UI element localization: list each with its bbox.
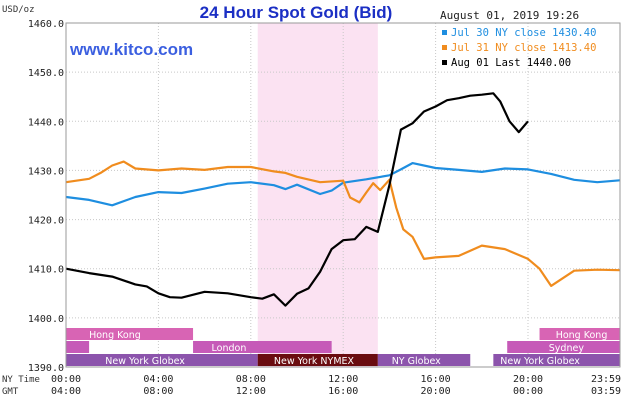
market-session-label: New York Globex xyxy=(500,356,580,367)
market-session-bar xyxy=(507,341,620,353)
series-lines xyxy=(65,92,620,307)
y-tick-label: 1420.0 xyxy=(28,216,64,227)
market-session-label: New York NYMEX xyxy=(274,356,355,367)
y-axis-unit: USD/oz xyxy=(2,5,35,15)
timestamp-label: August 01, 2019 19:26 xyxy=(440,9,579,22)
x-tick-label-ny: 23:59 xyxy=(591,374,621,385)
market-session-label: Sydney xyxy=(549,343,585,354)
x-tick-label-ny: 20:00 xyxy=(513,374,543,385)
x-axis-row-label-gmt: GMT xyxy=(2,387,19,397)
y-tick-label: 1460.0 xyxy=(28,19,64,30)
x-tick-label-gmt: 16:00 xyxy=(328,386,358,397)
y-tick-label: 1400.0 xyxy=(28,314,64,325)
x-tick-label-ny: 00:00 xyxy=(51,374,81,385)
market-session-bar xyxy=(66,354,258,366)
plot-frame xyxy=(65,22,621,368)
series-line-1 xyxy=(65,160,620,287)
market-session-bar xyxy=(193,341,332,353)
legend-swatch xyxy=(442,45,447,50)
chart-title: 24 Hour Spot Gold (Bid) xyxy=(200,3,393,22)
legend-entry: Jul 31 NY close 1413.40 xyxy=(451,42,596,54)
x-tick-label-ny: 08:00 xyxy=(236,374,266,385)
market-session-bar xyxy=(377,354,471,366)
x-tick-label-ny: 16:00 xyxy=(421,374,451,385)
nymex-session-highlight xyxy=(257,23,378,367)
legend-entry: Jul 30 NY close 1430.40 xyxy=(451,27,596,39)
x-tick-label-gmt: 03:59 xyxy=(591,386,621,397)
market-session-label: Hong Kong xyxy=(556,330,608,341)
x-tick-label-gmt: 20:00 xyxy=(421,386,451,397)
legend-swatch xyxy=(442,30,447,35)
x-axis-ticks: 00:00 04:00 08:00 12:00 16:00 20:00 23:5904:00… xyxy=(51,374,621,397)
market-session-label: New York Globex xyxy=(105,356,185,367)
market-session-bar xyxy=(66,328,194,340)
market-session-label: London xyxy=(212,343,247,354)
market-session-bar xyxy=(66,341,90,353)
market-session-bar xyxy=(493,354,620,366)
y-tick-label: 1390.0 xyxy=(28,363,64,374)
y-tick-label: 1410.0 xyxy=(28,265,64,276)
y-tick-label: 1440.0 xyxy=(28,117,64,128)
x-tick-label-gmt: 12:00 xyxy=(236,386,266,397)
legend-entry: Aug 01 Last 1440.00 xyxy=(451,57,571,69)
x-tick-label-ny: 12:00 xyxy=(328,374,358,385)
x-tick-label-gmt: 08:00 xyxy=(143,386,173,397)
legend: Jul 30 NY close 1430.40 Jul 31 NY close 1… xyxy=(442,27,596,69)
x-tick-label-gmt: 00:00 xyxy=(513,386,543,397)
market-session-label: Hong Kong xyxy=(89,330,141,341)
y-tick-label: 1450.0 xyxy=(28,68,64,79)
market-session-label: NY Globex xyxy=(392,356,441,367)
x-tick-label-ny: 04:00 xyxy=(143,374,173,385)
market-session-bars: Hong Kong Hong Kong London Sydney New York G… xyxy=(66,328,620,367)
market-session-bar xyxy=(539,328,620,340)
x-axis-row-label-ny: NY Time xyxy=(2,375,40,385)
y-tick-label: 1430.0 xyxy=(28,166,64,177)
legend-swatch xyxy=(442,60,447,65)
x-tick-label-gmt: 04:00 xyxy=(51,386,81,397)
series-line-0 xyxy=(65,162,620,207)
website-label: www.kitco.com xyxy=(69,40,193,59)
series-line-2 xyxy=(65,92,529,307)
market-session-bar xyxy=(257,354,378,366)
y-axis-ticks: 1460.0 1450.0 1440.0 1430.0 1420.0 1410.0 1400… xyxy=(28,19,64,374)
